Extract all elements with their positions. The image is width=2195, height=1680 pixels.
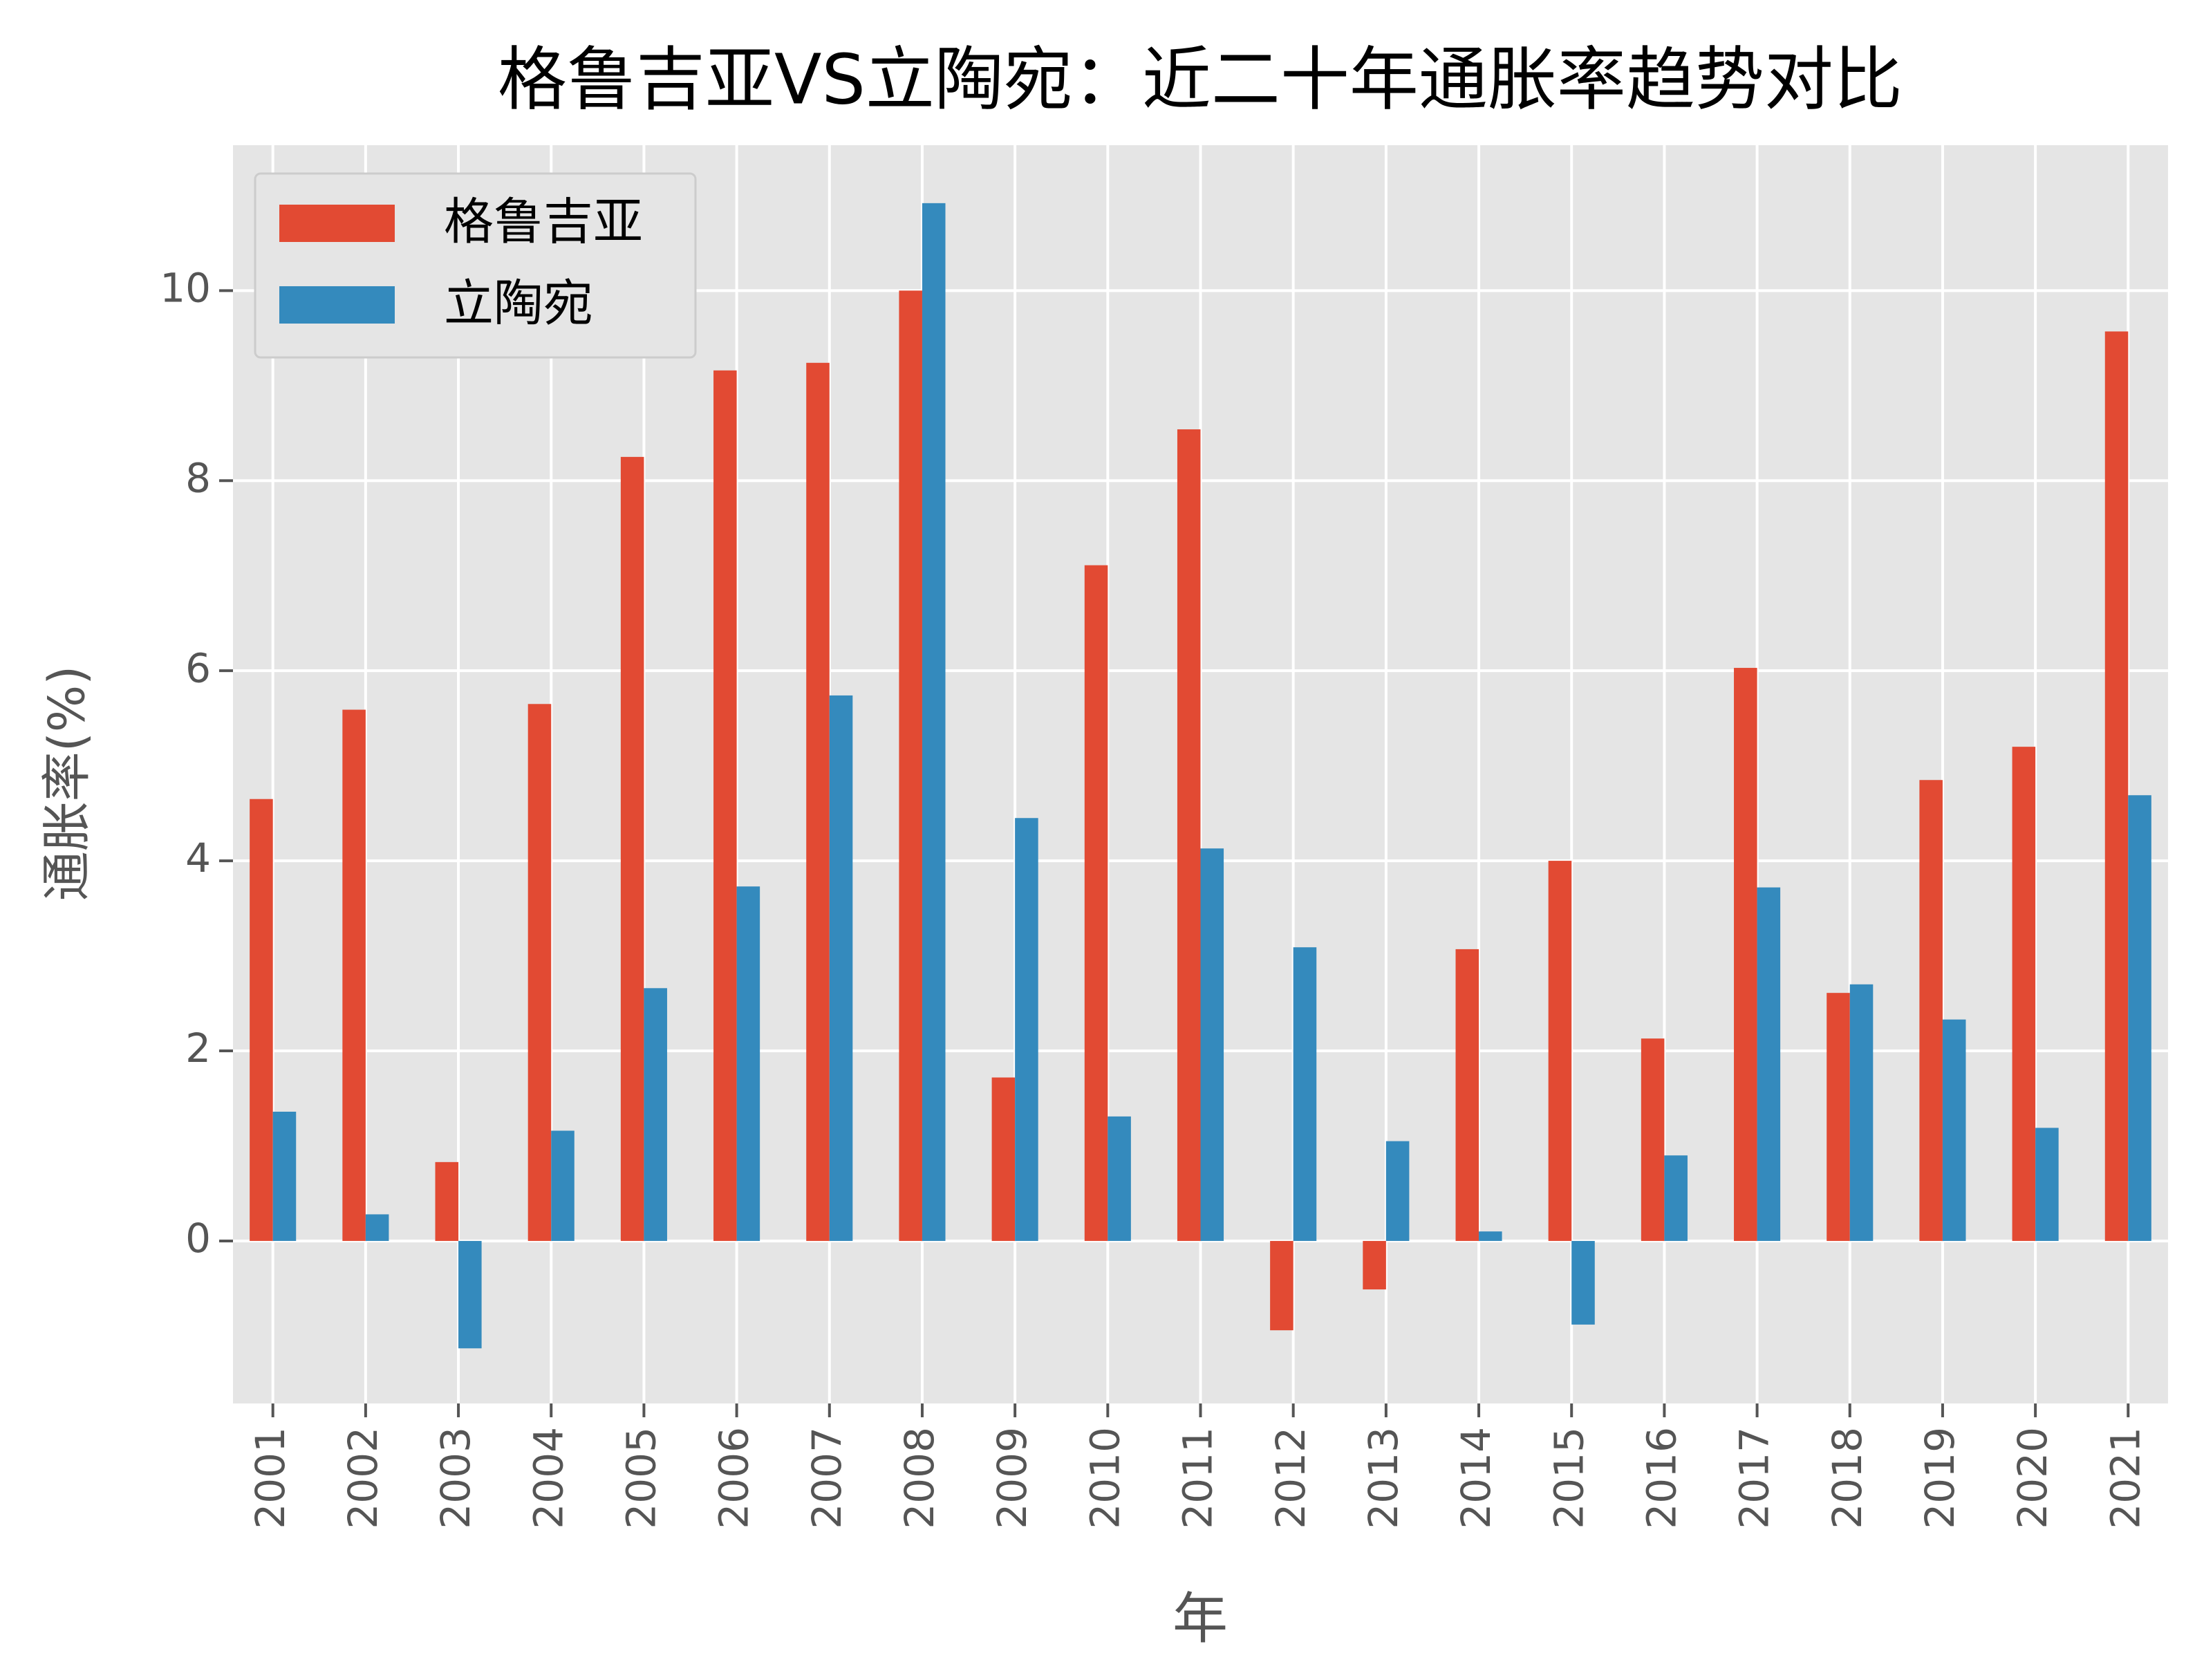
plot-layer: 0 2 4 6 8 10 2001 2002 2003 2004 2005 2006 2007 2008 2… [160, 145, 2168, 1529]
bar [829, 695, 853, 1241]
bar [458, 1240, 482, 1349]
bar [1015, 818, 1038, 1241]
chart-title: 格鲁吉亚VS立陶宛：近二十年通胀率趋势对比 [498, 39, 1903, 120]
bar [2012, 747, 2036, 1241]
y-tick-label: 10 [160, 264, 211, 311]
x-tick-label: 2014 [1453, 1427, 1500, 1529]
bar [1664, 1155, 1688, 1241]
bar [342, 709, 366, 1241]
x-tick-label: 2012 [1267, 1427, 1314, 1529]
bar [806, 362, 830, 1241]
x-tick-label: 2011 [1175, 1427, 1222, 1529]
bar [1293, 947, 1317, 1241]
bar [899, 290, 922, 1241]
bar [250, 799, 273, 1241]
bar [272, 1111, 297, 1241]
x-tick-label: 2015 [1545, 1427, 1592, 1529]
bar [1385, 1141, 1410, 1241]
x-tick-label: 2010 [1081, 1427, 1128, 1529]
x-tick-label: 2017 [1731, 1427, 1778, 1529]
bar [713, 370, 737, 1241]
bar [991, 1077, 1016, 1241]
bar [527, 704, 552, 1241]
bar [620, 456, 644, 1241]
y-tick-label: 2 [185, 1025, 211, 1072]
bar [1455, 949, 1479, 1241]
bar [1479, 1231, 1502, 1241]
bar [2104, 331, 2129, 1241]
x-tick-label: 2009 [989, 1427, 1036, 1529]
bar [1827, 993, 1850, 1241]
x-tick-label: 2003 [432, 1427, 479, 1529]
legend-swatch [279, 286, 395, 324]
y-tick-label: 4 [185, 834, 211, 881]
bar [1548, 861, 1572, 1241]
bar [1363, 1240, 1386, 1290]
bar [2035, 1128, 2059, 1241]
bar [1849, 984, 1874, 1241]
bar [922, 203, 946, 1241]
bar [1177, 429, 1201, 1241]
x-tick-label: 2006 [711, 1427, 758, 1529]
x-tick-label: 2008 [896, 1427, 943, 1529]
y-tick-label: 8 [185, 454, 211, 501]
bar [1571, 1240, 1595, 1325]
bar [1757, 887, 1781, 1241]
x-tick-label: 2001 [247, 1427, 294, 1529]
x-axis-label: 年 [1173, 1587, 1228, 1651]
bar [736, 886, 760, 1241]
legend-label: 立陶宛 [444, 274, 593, 333]
x-tick-label: 2020 [2009, 1427, 2056, 1529]
bar [1734, 668, 1757, 1241]
legend-label: 格鲁吉亚 [444, 193, 643, 251]
bar [435, 1161, 459, 1241]
bar [1270, 1240, 1293, 1331]
x-tick-label: 2018 [1824, 1427, 1871, 1529]
bar [644, 988, 667, 1241]
x-tick-label: 2016 [1638, 1427, 1685, 1529]
y-axis-label: 通胀率(%) [38, 666, 96, 902]
y-tick-label: 6 [185, 644, 211, 691]
bar [1641, 1038, 1665, 1241]
x-tick-label: 2013 [1360, 1427, 1407, 1529]
x-tick-label: 2005 [618, 1427, 665, 1529]
bar [1942, 1019, 1966, 1241]
bar [1084, 565, 1108, 1241]
bar [551, 1130, 575, 1241]
x-tick-label: 2004 [525, 1427, 572, 1529]
legend-swatch [279, 205, 395, 242]
x-tick-label: 2002 [339, 1427, 386, 1529]
x-tick-label: 2007 [803, 1427, 850, 1529]
bar [1108, 1116, 1131, 1241]
bar [2128, 795, 2151, 1241]
bar [1919, 780, 1943, 1241]
y-tick-label: 0 [185, 1215, 211, 1262]
bar [1200, 848, 1224, 1241]
bar [365, 1214, 389, 1241]
x-tick-label: 2021 [2102, 1427, 2149, 1529]
x-tick-label: 2019 [1916, 1427, 1963, 1529]
